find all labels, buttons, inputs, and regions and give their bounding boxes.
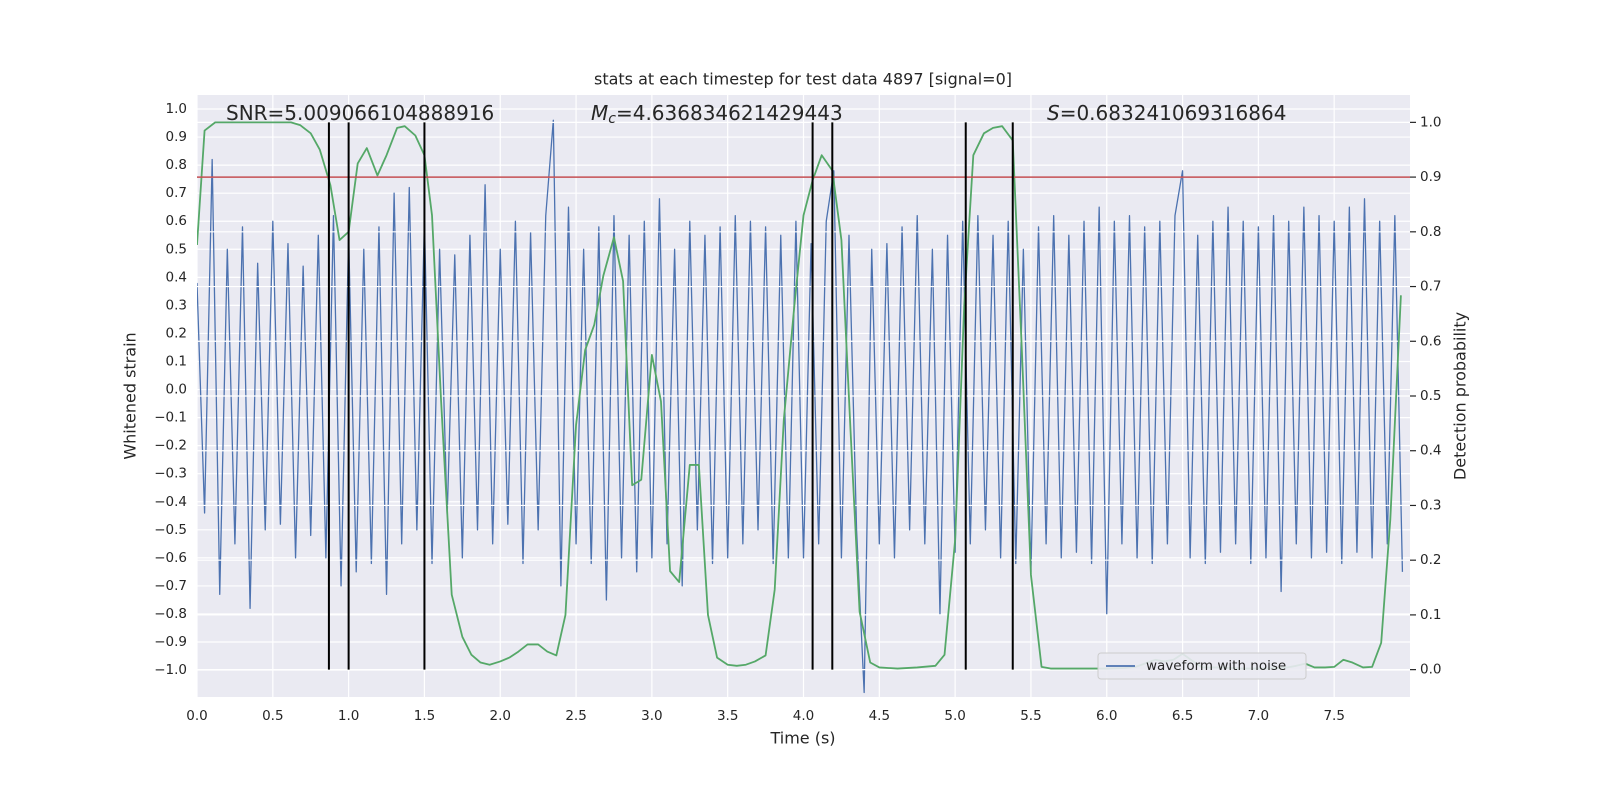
plot-layer (197, 121, 1410, 670)
y-tick-label: 0.2 (166, 325, 187, 341)
x-tick-label: 1.5 (414, 708, 435, 724)
x-tick-label: 6.5 (1172, 708, 1193, 724)
y-tick-label: −0.2 (154, 438, 187, 454)
y-tick-label: −0.6 (154, 550, 187, 566)
y-tick-label: −0.5 (154, 522, 187, 538)
x-tick-label: 6.0 (1096, 708, 1117, 724)
y-tick-label: 0.3 (166, 297, 187, 313)
y2-tick-label: 0.9 (1420, 169, 1441, 185)
y-tick-label: −1.0 (154, 662, 187, 678)
y2-tick-label: 0.4 (1420, 443, 1441, 459)
x-tick-label: 4.0 (793, 708, 814, 724)
x-axis-label: Time (s) (769, 729, 835, 748)
y-tick-label: −0.9 (154, 634, 187, 650)
y2-tick-label: 0.8 (1420, 224, 1441, 240)
y-tick-label: 0.8 (166, 157, 187, 173)
x-tick-label: 3.5 (717, 708, 738, 724)
y2-tick-label: 0.2 (1420, 552, 1441, 568)
y-tick-label: 0.1 (166, 353, 187, 369)
y2-tick-label: 0.6 (1420, 333, 1441, 349)
x-tick-label: 5.5 (1020, 708, 1041, 724)
y2-tick-label: 0.7 (1420, 279, 1441, 295)
x-tick-label: 5.0 (944, 708, 965, 724)
y2-tick-label: 0.0 (1420, 662, 1441, 678)
annotation-text: SNR=5.009066104888916 (226, 101, 494, 125)
annotation: Mc=4.636834621429443 (591, 101, 843, 128)
annotation-text: =0.683241069316864 (1060, 101, 1287, 125)
annotation-text: =4.636834621429443 (616, 101, 843, 125)
x-tick-label: 0.5 (262, 708, 283, 724)
y2-axis-label: Detection probability (1451, 312, 1470, 480)
y-tick-label: 0.5 (166, 241, 187, 257)
legend-box (1097, 652, 1307, 680)
x-tick-label: 7.5 (1323, 708, 1344, 724)
y-tick-label: 0.7 (166, 185, 187, 201)
y-tick-label: −0.4 (154, 494, 187, 510)
annotation: S=0.683241069316864 (1047, 101, 1286, 125)
annotation-subscript: c (608, 111, 616, 127)
y-tick-label: −0.1 (154, 410, 187, 426)
y2-tick-label: 0.3 (1420, 497, 1441, 513)
x-tick-label: 7.0 (1248, 708, 1269, 724)
annotation-symbol: M (591, 101, 608, 125)
annotation-symbol: S (1047, 101, 1060, 125)
x-tick-label: 3.0 (641, 708, 662, 724)
y-tick-label: 0.4 (166, 269, 187, 285)
legend-label: waveform with noise (1146, 658, 1286, 674)
x-tick-label: 2.0 (490, 708, 511, 724)
y2-tick-label: 0.1 (1420, 607, 1441, 623)
y-axis-label: Whitened strain (121, 332, 140, 459)
annotation: SNR=5.009066104888916 (226, 101, 494, 125)
y-tick-label: −0.7 (154, 578, 187, 594)
y-tick-label: 0.6 (166, 213, 187, 229)
y-tick-label: 0.9 (166, 129, 187, 145)
plot-layer (197, 119, 1404, 694)
x-tick-label: 2.5 (565, 708, 586, 724)
x-tick-label: 1.0 (338, 708, 359, 724)
y-tick-label: −0.8 (154, 606, 187, 622)
y-tick-label: −0.3 (154, 466, 187, 482)
y-tick-label: 1.0 (166, 101, 187, 117)
y2-tick-label: 0.5 (1420, 388, 1441, 404)
y-tick-label: 0.0 (166, 382, 187, 398)
x-tick-label: 0.0 (186, 708, 207, 724)
chart-title: stats at each timestep for test data 489… (594, 70, 1012, 89)
waveform-line (197, 119, 1404, 694)
y2-tick-label: 1.0 (1420, 114, 1441, 130)
x-tick-label: 4.5 (869, 708, 890, 724)
